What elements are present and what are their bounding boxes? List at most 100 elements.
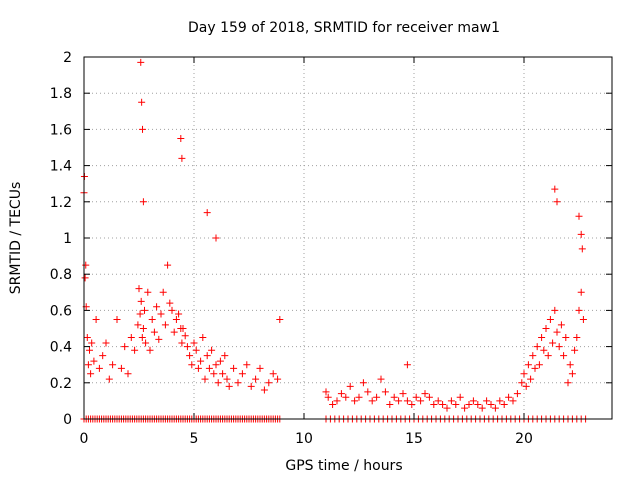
data-points <box>80 58 590 423</box>
data-point <box>161 321 169 329</box>
grid <box>84 57 612 419</box>
data-point <box>131 346 139 354</box>
data-point <box>478 404 486 412</box>
data-point <box>102 339 110 347</box>
y-axis-label: SRMTID / TECUs <box>8 182 24 295</box>
data-point <box>487 401 495 409</box>
y-tick-label: 2 <box>63 50 72 66</box>
data-point <box>87 370 95 378</box>
data-point <box>95 364 103 372</box>
data-point <box>127 334 135 342</box>
x-tick-labels: 0 5 10 15 20 <box>80 431 533 447</box>
axis-ticks <box>83 56 612 420</box>
data-point <box>578 245 586 253</box>
data-point <box>172 315 180 323</box>
data-point <box>146 346 154 354</box>
data-point <box>178 154 186 162</box>
data-point <box>84 361 92 369</box>
data-point <box>124 370 132 378</box>
data-point <box>542 325 550 332</box>
data-point <box>483 397 491 405</box>
data-point <box>403 397 411 405</box>
data-point <box>546 315 554 323</box>
data-point <box>144 288 152 296</box>
data-point <box>88 339 96 347</box>
data-point <box>137 297 145 305</box>
data-point <box>225 382 233 390</box>
data-point <box>557 321 565 329</box>
data-point <box>430 401 438 409</box>
y-tick-label: 1.2 <box>50 195 72 211</box>
y-tick-label: 0.2 <box>50 376 72 392</box>
data-point <box>188 361 196 369</box>
data-point <box>333 397 341 405</box>
data-point <box>139 198 147 206</box>
data-point <box>260 386 268 394</box>
data-point <box>214 379 222 387</box>
data-point <box>135 285 143 293</box>
y-tick-label: 0.8 <box>50 267 72 283</box>
x-tick-label: 0 <box>80 431 89 447</box>
data-point <box>560 352 568 360</box>
data-point <box>434 397 442 405</box>
data-point <box>199 334 207 342</box>
data-point <box>500 401 508 409</box>
data-point <box>208 346 216 354</box>
data-point <box>579 315 587 323</box>
data-point <box>175 310 183 318</box>
data-point <box>121 343 129 351</box>
data-point <box>205 364 213 372</box>
data-point <box>157 310 165 318</box>
data-point <box>148 315 156 323</box>
data-point <box>138 98 146 106</box>
data-point <box>329 401 337 409</box>
data-point <box>324 393 332 401</box>
data-point <box>544 352 552 360</box>
data-point <box>527 375 535 383</box>
x-tick-label: 20 <box>515 431 533 447</box>
data-point <box>377 375 385 383</box>
data-point <box>252 375 260 383</box>
data-point <box>403 361 411 369</box>
data-point <box>138 334 146 342</box>
data-point <box>212 234 220 242</box>
data-point <box>390 393 398 401</box>
data-point <box>269 370 277 378</box>
data-point <box>164 261 172 269</box>
data-point <box>465 401 473 409</box>
data-point <box>219 370 227 378</box>
data-point <box>577 288 585 296</box>
data-point <box>566 361 574 369</box>
x-tick-label: 10 <box>295 431 313 447</box>
data-point <box>553 328 561 336</box>
data-point <box>568 370 576 378</box>
y-tick-label: 0.4 <box>50 340 72 356</box>
x-axis-label: GPS time / hours <box>285 458 402 474</box>
x-tick-label: 5 <box>190 431 199 447</box>
data-point <box>150 328 158 336</box>
data-point <box>134 321 142 329</box>
data-point <box>447 397 455 405</box>
data-point <box>381 388 389 396</box>
data-point <box>178 339 186 347</box>
data-point <box>137 58 145 66</box>
data-point <box>186 352 194 360</box>
x-tick-label: 15 <box>405 431 423 447</box>
data-point <box>346 382 354 390</box>
data-point <box>136 310 144 318</box>
data-point <box>168 306 176 314</box>
data-point <box>505 393 513 401</box>
data-point <box>553 198 561 206</box>
data-point <box>223 375 231 383</box>
chart-title: Day 159 of 2018, SRMTID for receiver maw… <box>188 20 500 36</box>
data-point <box>439 401 447 409</box>
data-point <box>153 303 161 311</box>
data-point <box>520 370 528 378</box>
data-point <box>86 346 93 354</box>
data-point <box>368 397 376 405</box>
data-point <box>496 397 504 405</box>
data-point <box>518 379 526 387</box>
data-point <box>234 379 242 387</box>
data-point <box>337 390 345 398</box>
